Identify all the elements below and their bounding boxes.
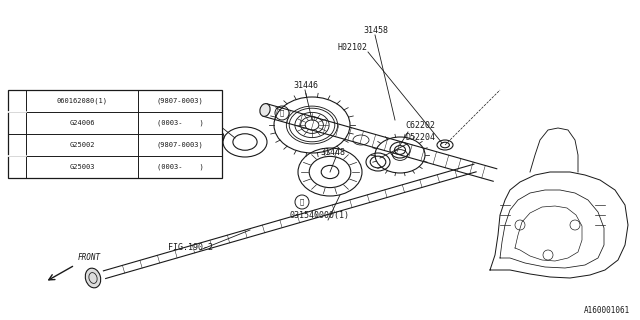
Text: ②: ② bbox=[15, 151, 19, 161]
Ellipse shape bbox=[260, 104, 270, 116]
Text: ①: ① bbox=[15, 108, 19, 116]
Bar bbox=[8, 90, 222, 178]
Text: 31377: 31377 bbox=[174, 101, 199, 110]
Text: C62202: C62202 bbox=[405, 121, 435, 130]
Text: FRONT: FRONT bbox=[78, 253, 101, 262]
Text: (0003-    ): (0003- ) bbox=[157, 164, 204, 170]
Text: 031540000(1): 031540000(1) bbox=[290, 211, 350, 220]
Text: G25003: G25003 bbox=[69, 164, 95, 170]
Text: (9807-0003): (9807-0003) bbox=[157, 142, 204, 148]
Text: (9807-0003): (9807-0003) bbox=[157, 98, 204, 104]
Text: 31448: 31448 bbox=[320, 148, 345, 157]
Text: FIG.190-2: FIG.190-2 bbox=[168, 243, 213, 252]
Text: G24006: G24006 bbox=[69, 120, 95, 126]
Ellipse shape bbox=[85, 268, 100, 288]
Text: 060162080(1): 060162080(1) bbox=[56, 98, 108, 104]
Text: G25002: G25002 bbox=[69, 142, 95, 148]
Text: (0003-    ): (0003- ) bbox=[157, 120, 204, 126]
Text: A160001061: A160001061 bbox=[584, 306, 630, 315]
Text: ①: ① bbox=[300, 199, 304, 205]
Text: 31446: 31446 bbox=[293, 81, 318, 90]
Text: D52204: D52204 bbox=[405, 133, 435, 142]
Text: 31458: 31458 bbox=[363, 26, 388, 35]
Text: H02102: H02102 bbox=[338, 43, 368, 52]
Text: ②: ② bbox=[280, 110, 284, 116]
